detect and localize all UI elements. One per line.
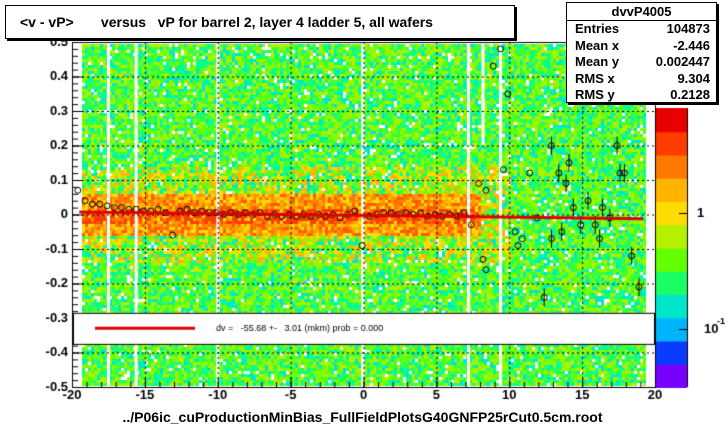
stats-value: 0.2128 (670, 87, 710, 102)
stats-row: Entries 104873 (567, 21, 716, 38)
stats-label: Mean x (575, 37, 620, 53)
stats-row: Mean x -2.446 (567, 38, 716, 55)
plot-title-text: <v - vP> versus vP for barrel 2, layer 4… (20, 14, 433, 30)
stats-value: 104873 (666, 21, 710, 36)
stats-label: Entries (575, 21, 620, 36)
stats-row: RMS x 9.304 (567, 71, 716, 88)
stats-label: Mean y (575, 54, 620, 69)
stats-label: RMS y (575, 87, 615, 102)
stats-value: 9.304 (677, 70, 710, 86)
file-path-label: ../P06ic_cuProductionMinBias_FullFieldPl… (122, 409, 603, 425)
stats-value: 0.002447 (655, 54, 710, 69)
stats-row: Mean y 0.002447 (567, 54, 716, 71)
stats-box: dvvP4005 Entries 104873 Mean x -2.446 Me… (566, 2, 717, 103)
stats-name: dvvP4005 (567, 3, 716, 21)
stats-value: -2.446 (673, 37, 710, 53)
plot-title: <v - vP> versus vP for barrel 2, layer 4… (5, 5, 515, 39)
stats-row: RMS y 0.2128 (567, 87, 716, 104)
stats-label: RMS x (575, 70, 615, 86)
